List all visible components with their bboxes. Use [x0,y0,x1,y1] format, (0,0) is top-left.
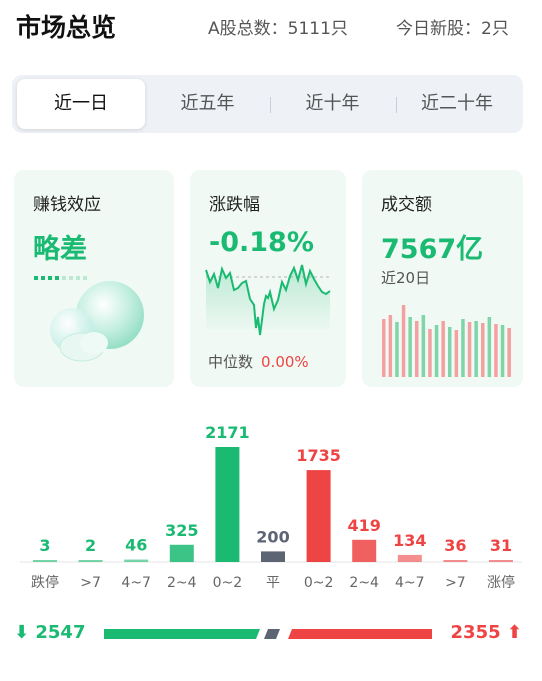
turnover-day-bar [454,330,459,377]
turnover-day-bar [441,321,445,377]
arrow-up-icon: ⬆ [506,622,522,643]
turnover-value: 7567亿 [381,234,484,265]
category-label: >7 [445,575,466,591]
tab-divider [270,97,271,113]
tab-10-years[interactable]: 近十年 [305,93,360,114]
turnover-day-bar [487,317,492,377]
bar-value-label: 2 [85,536,96,555]
category-label: 跌停 [31,574,59,591]
money-effect-level-dots [34,265,90,284]
bar-2 [124,559,149,562]
change-value: -0.18% [209,227,314,258]
turnover-day-bar [494,324,498,377]
bar-value-label: 2171 [205,423,250,442]
turnover-title: 成交额 [381,195,432,215]
bar-value-label: 200 [256,527,289,546]
bar-3 [169,544,194,562]
turnover-day-bar [415,321,419,377]
bar-0 [33,560,57,562]
change-distribution-chart: 3 跌停 2 >7 46 4~7 325 2~4 2171 0~2 200 平 1735 0~2 419 2~… [20,423,522,591]
bar-value-label: 419 [347,516,380,535]
change-title: 涨跌幅 [209,195,260,215]
turnover-day-bar [428,329,432,377]
intraday-line-chart [205,264,332,336]
category-label: >7 [80,575,101,591]
change-card[interactable]: 涨跌幅 -0.18% 中位数 0.00% [190,170,346,387]
up-down-ratio-bar [104,629,432,639]
median-label: 中位数 [208,353,254,371]
page-title: 市场总览 [16,13,117,42]
money-effect-card[interactable]: 赚钱效应 略差 [14,170,174,387]
tab-divider [396,97,397,113]
turnover-day-bar [481,323,485,377]
bar-value-label: 325 [165,521,198,540]
bar-9 [443,560,468,562]
a-share-total: A股总数：5111只 [208,19,348,39]
category-label: 4~7 [121,575,151,591]
tab-20-years[interactable]: 近二十年 [421,93,493,114]
up-count-value: 2355 [450,622,501,643]
up-ratio-segment [288,629,432,639]
turnover-day-bar [434,325,439,377]
turnover-day-bar [401,305,406,377]
category-label: 平 [266,575,280,591]
down-count: ⬇ 2547 [14,622,85,643]
bar-8 [397,554,422,562]
money-effect-title: 赚钱效应 [33,195,101,215]
turnover-card[interactable]: 成交额 7567亿 近20日 [362,170,523,387]
bar-10 [489,560,513,562]
bar-5 [261,551,285,562]
turnover-day-bar [448,327,452,377]
median-value: 0.00% [261,353,309,371]
header: 市场总览 A股总数：5111只 今日新股：2只 [0,0,542,52]
category-label: 2~4 [349,575,379,591]
median-readout: 中位数 0.00% [208,351,309,372]
tab-5-years[interactable]: 近五年 [180,93,235,114]
bar-value-label: 3 [39,536,50,555]
tab-1-day[interactable]: 近一日 [17,79,145,129]
turnover-day-bar [461,319,465,377]
turnover-day-bar [500,325,505,377]
bar-value-label: 31 [490,536,512,555]
period-tabs: 近一日 近五年 近十年 近二十年 [12,75,523,133]
category-label: 0~2 [304,575,334,591]
turnover-day-bar [467,322,472,377]
turnover-day-bar [388,315,393,377]
money-effect-value: 略差 [33,234,87,265]
turnover-day-bar [507,328,511,377]
cloud-illustration [50,281,144,362]
turnover-day-bar [382,319,386,377]
up-count: 2355 ⬆ [451,622,522,643]
bar-7 [352,539,377,562]
down-ratio-segment [104,629,260,639]
turnover-day-bar [408,317,412,377]
bar-4 [215,447,240,562]
turnover-day-bar [474,321,478,377]
flat-ratio-segment [264,629,280,639]
bar-value-label: 36 [444,536,466,555]
new-stocks-today: 今日新股：2只 [396,19,509,39]
category-label: 涨停 [487,574,515,591]
up-down-summary: ⬇ 2547 2355 ⬆ [0,614,542,654]
bar-value-label: 1735 [296,446,341,465]
category-label: 4~7 [395,575,425,591]
turnover-day-bar [421,315,426,377]
bar-value-label: 134 [393,531,426,550]
category-label: 0~2 [213,575,243,591]
arrow-down-icon: ⬇ [14,622,30,643]
turnover-day-bar [395,322,399,377]
bar-value-label: 46 [125,536,147,555]
down-count-value: 2547 [35,622,86,643]
turnover-period: 近20日 [381,269,431,287]
turnover-20day-bars [382,305,511,377]
bar-1 [78,560,103,562]
category-label: 2~4 [167,575,197,591]
bar-6 [306,470,331,562]
